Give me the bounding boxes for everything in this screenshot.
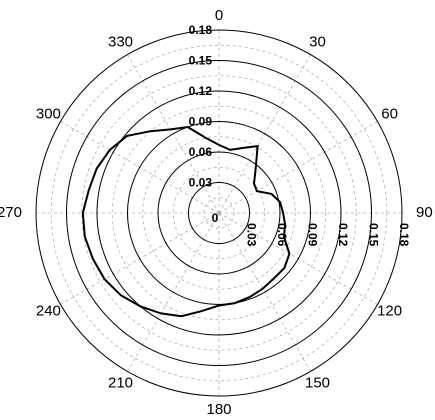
major-ring [188, 182, 250, 244]
radial-tick-label: 0.06 [189, 145, 213, 159]
angle-label-0: 0 [215, 7, 223, 24]
polar-grid [35, 29, 403, 397]
series-layer [81, 125, 291, 318]
radial-tick-label: 0.15 [189, 54, 213, 68]
minor-ring [111, 105, 327, 321]
angle-labels: 0 30 60 90 120 150 180 210 240 270 300 330 [0, 7, 433, 418]
angle-label-30: 30 [309, 33, 326, 50]
radial-tick-label: 0.18 [397, 223, 411, 247]
major-ring [96, 90, 342, 336]
major-ring [157, 151, 281, 275]
radial-tick-label: 0.09 [305, 223, 319, 247]
radial-tick-label-origin: 0 [212, 211, 219, 225]
angle-label-240: 240 [36, 302, 61, 319]
radial-tick-label: 0.15 [366, 223, 380, 247]
minor-ring [81, 75, 357, 351]
radial-tick-label: 0.12 [189, 84, 213, 98]
minor-ring [203, 197, 235, 229]
angle-label-330: 330 [108, 33, 133, 50]
series-line-1 [81, 125, 291, 318]
radial-tick-label: 0.03 [244, 223, 258, 247]
angle-label-180: 180 [206, 401, 231, 418]
angle-label-210: 210 [108, 375, 133, 392]
radial-tick-label: 0.03 [189, 176, 213, 190]
minor-ring [172, 166, 266, 260]
major-ring [66, 60, 372, 366]
angle-label-90: 90 [416, 204, 433, 221]
angle-label-60: 60 [381, 105, 398, 122]
radial-tick-label: 0.09 [189, 115, 213, 129]
radial-tick-label: 0.12 [336, 223, 350, 247]
radial-tick-label: 0.18 [189, 23, 213, 37]
angle-label-300: 300 [36, 105, 61, 122]
minor-ring [142, 136, 296, 290]
angle-label-120: 120 [377, 302, 402, 319]
major-ring [35, 29, 403, 397]
angle-label-150: 150 [305, 375, 330, 392]
minor-ring [50, 44, 388, 382]
angle-label-270: 270 [0, 204, 22, 221]
